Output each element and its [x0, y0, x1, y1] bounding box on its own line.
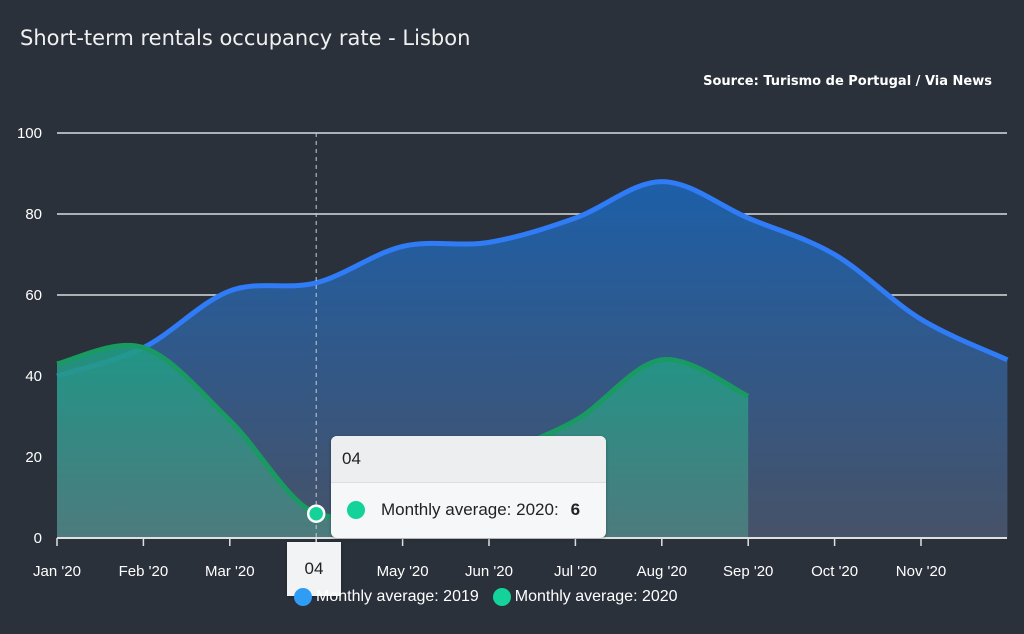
- tooltip-value: 6: [570, 500, 581, 519]
- series-line: [56, 179, 1009, 379]
- series-dot-icon: [347, 501, 365, 519]
- y-tick-label: 20: [25, 449, 42, 466]
- hover-point: [306, 504, 326, 523]
- x-tick-label: Sep '20: [723, 563, 773, 580]
- x-tick-label: Jul '20: [554, 563, 597, 580]
- legend: Monthly average: 2019 Monthly average: 2…: [294, 588, 678, 606]
- legend-dot-icon: [492, 588, 511, 606]
- hover-x-label: 04: [287, 542, 341, 596]
- x-tick-label: Oct '20: [811, 563, 858, 580]
- legend-label: Monthly average: 2019: [316, 588, 479, 605]
- x-tick-label: Mar '20: [205, 563, 255, 580]
- legend-label: Monthly average: 2020: [514, 588, 678, 605]
- y-tick-label: 0: [34, 530, 42, 547]
- x-tick-label: Jun '20: [465, 563, 513, 580]
- x-tick-label: Feb '20: [119, 563, 169, 580]
- legend-item-2020[interactable]: Monthly average: 2020: [492, 588, 678, 606]
- x-tick-label: Nov '20: [896, 563, 946, 580]
- x-tick-label: May '20: [377, 563, 429, 580]
- x-tick-label: Jan '20: [33, 563, 81, 580]
- chart-title: Short-term rentals occupancy rate - Lisb…: [20, 26, 471, 50]
- tooltip-series-label: Monthly average: 2020:: [381, 500, 559, 519]
- tooltip: 04 Monthly average: 2020: 6: [331, 436, 606, 538]
- tooltip-header: 04: [331, 436, 606, 483]
- y-tick-label: 60: [25, 287, 42, 304]
- x-tick-label: Aug '20: [637, 563, 687, 580]
- legend-dot-icon: [294, 588, 312, 606]
- legend-item-2019[interactable]: Monthly average: 2019: [294, 588, 479, 606]
- chart-source: Source: Turismo de Portugal / Via News: [703, 74, 992, 89]
- y-tick-label: 80: [25, 206, 42, 223]
- y-tick-label: 100: [17, 125, 42, 142]
- series-area: [57, 181, 1008, 538]
- y-tick-label: 40: [25, 368, 42, 385]
